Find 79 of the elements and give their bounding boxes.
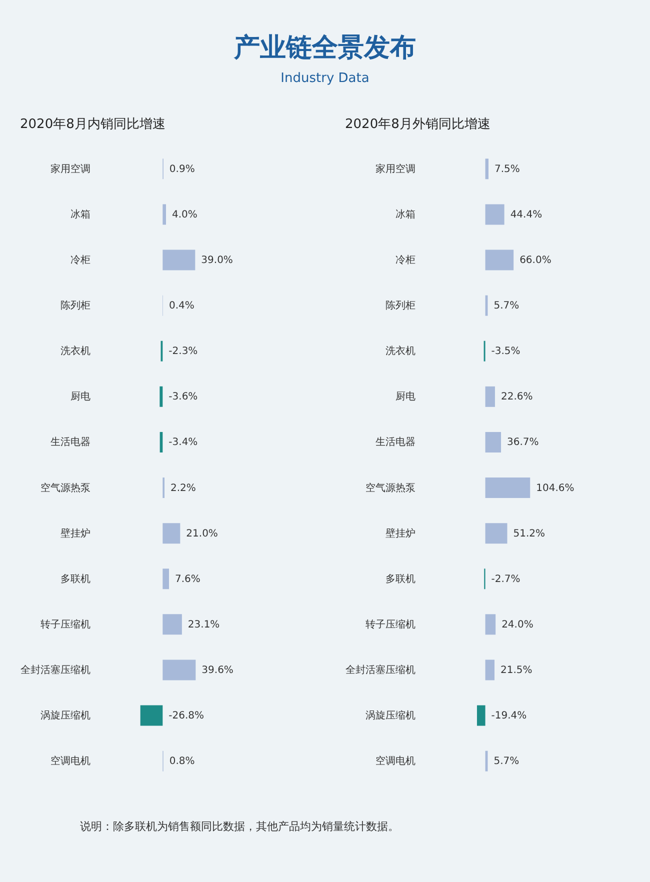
data-label: 51.2%	[513, 528, 546, 540]
data-label: -3.5%	[491, 346, 520, 358]
data-label: -3.4%	[168, 437, 198, 448]
y-tick-label: 冰箱	[396, 208, 416, 220]
bar	[485, 660, 494, 680]
y-tick-label: 冷柜	[70, 254, 90, 266]
bar	[485, 523, 508, 544]
bar	[162, 204, 166, 225]
y-tick-label: 转子压缩机	[40, 618, 90, 630]
data-label: 4.0%	[172, 209, 198, 220]
y-tick-label: 多联机	[386, 572, 416, 585]
y-tick-label: 多联机	[60, 572, 90, 585]
y-tick-label: 陈列柜	[386, 300, 416, 312]
data-label: 66.0%	[520, 255, 552, 266]
bar	[485, 478, 530, 498]
text: 说明：除多联机为销售额同比数据，其他产品均为销量统计数据。	[80, 819, 400, 834]
data-label: 5.7%	[494, 756, 520, 768]
bar	[485, 386, 495, 407]
data-label: 2.2%	[170, 482, 196, 494]
bar	[160, 386, 163, 407]
y-tick-label: 冰箱	[70, 208, 90, 220]
y-tick-label: 生活电器	[50, 436, 90, 448]
data-label: -2.7%	[491, 574, 520, 585]
bar	[140, 705, 163, 726]
y-tick-label: 全封活塞压缩机	[346, 664, 416, 676]
data-label: 39.0%	[201, 255, 233, 266]
data-label: 36.7%	[507, 437, 539, 448]
bar	[476, 705, 486, 726]
bar	[162, 250, 196, 270]
y-tick-label: 壁挂炉	[60, 527, 90, 540]
data-label: 23.1%	[188, 619, 220, 630]
data-label: 21.5%	[500, 664, 532, 676]
y-tick-label: 空调电机	[376, 755, 416, 768]
data-label: -26.8%	[168, 710, 204, 722]
y-tick-label: 洗衣机	[386, 345, 416, 358]
bar	[162, 568, 169, 590]
y-tick-label: 转子压缩机	[366, 618, 416, 630]
data-label: 24.0%	[502, 619, 534, 630]
bar	[485, 250, 514, 270]
data-label: -3.6%	[168, 392, 198, 403]
data-label: 21.0%	[186, 528, 218, 540]
bar	[485, 614, 496, 635]
chart-title: 2020年8月外销同比增速	[345, 117, 490, 132]
bar	[485, 158, 488, 180]
y-tick-label: 厨电	[396, 390, 416, 403]
y-tick-label: 生活电器	[376, 436, 416, 448]
y-tick-label: 空调电机	[50, 755, 90, 768]
data-label: 7.6%	[175, 574, 200, 585]
chart-title: 2020年8月内销同比增速	[20, 117, 166, 132]
bar	[485, 204, 504, 225]
text: Industry Data	[280, 71, 370, 86]
data-label: 7.5%	[494, 164, 520, 175]
y-tick-label: 涡旋压缩机	[366, 710, 416, 722]
data-label: 22.6%	[500, 392, 533, 403]
data-label: 0.4%	[169, 300, 194, 312]
data-label: -2.3%	[168, 346, 198, 358]
y-tick-label: 空气源热泵	[366, 482, 416, 494]
y-tick-label: 冷柜	[396, 254, 416, 266]
y-tick-label: 洗衣机	[60, 345, 90, 358]
bar	[162, 523, 180, 544]
data-label: 39.6%	[202, 664, 234, 676]
data-label: 104.6%	[536, 482, 574, 494]
y-tick-label: 家用空调	[50, 162, 90, 175]
text: 产业链全景发布	[232, 32, 417, 65]
y-tick-label: 涡旋压缩机	[40, 710, 90, 722]
data-label: 44.4%	[510, 209, 542, 220]
y-tick-label: 壁挂炉	[386, 527, 416, 540]
y-tick-label: 陈列柜	[60, 300, 90, 312]
bar	[162, 660, 196, 680]
y-tick-label: 空气源热泵	[40, 482, 90, 494]
bar	[485, 432, 502, 452]
y-tick-label: 厨电	[70, 390, 90, 403]
bar	[162, 614, 182, 635]
data-label: -19.4%	[491, 710, 527, 722]
y-tick-label: 家用空调	[376, 162, 416, 175]
data-label: 0.8%	[169, 756, 195, 768]
data-label: 5.7%	[494, 300, 520, 312]
y-tick-label: 全封活塞压缩机	[20, 664, 90, 676]
data-label: 0.9%	[169, 164, 195, 175]
